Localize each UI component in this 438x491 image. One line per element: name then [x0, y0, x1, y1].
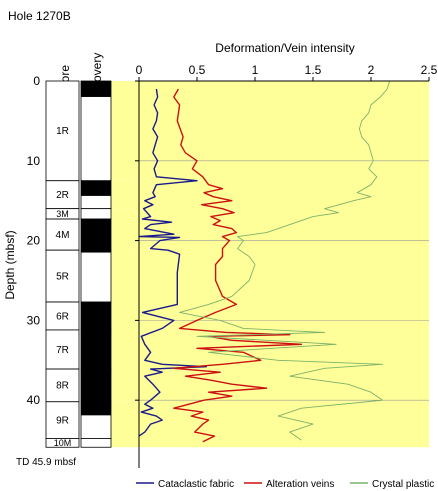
recovery-fill-8R [81, 369, 111, 402]
y-tick-label-20: 20 [27, 234, 41, 248]
core-connector-8R [111, 369, 139, 402]
core-label-4M: 4M [56, 230, 70, 241]
y-tick-label-40: 40 [27, 393, 41, 407]
total-depth-label: TD 45.9 mbsf [16, 457, 76, 468]
recovery-fill-1R [81, 81, 111, 97]
legend-alteration-veins-label: Alteration veins [266, 479, 334, 490]
y-tick-label-0: 0 [33, 74, 40, 88]
series-line-crystal-plastic [179, 80, 391, 441]
core-box-8R [45, 368, 80, 403]
recovery-box-3M [80, 208, 112, 220]
legend-cataclastic-fabric-label: Cataclastic fabric [158, 479, 234, 490]
core-connector-2R [111, 180, 139, 209]
y-axis-label: Depth (mbsf) [3, 230, 17, 299]
recovery-fill-6R [81, 302, 111, 330]
core-box-7R [45, 329, 80, 370]
recovery-fill-9R [81, 401, 111, 416]
x-tick-label-0: 0 [136, 63, 143, 77]
x-tick-label-1: 1 [252, 63, 259, 77]
core-label-6R: 6R [56, 311, 69, 322]
recovery-fill-5R [81, 250, 111, 253]
legend-crystal-plastic-label: Crystal plastic [372, 479, 434, 490]
core-connector-6R [111, 302, 139, 330]
x-tick-label-1.5: 1.5 [305, 63, 322, 77]
recovery-box-10M [80, 438, 112, 448]
recovery-box-1R [80, 80, 112, 182]
chart-title: Hole 1270B [8, 9, 71, 23]
core-label-2R: 2R [56, 190, 69, 201]
y-tick-label-10: 10 [27, 154, 41, 168]
core-box-5R [45, 249, 80, 303]
series-line-cataclastic-fabric [138, 88, 208, 437]
recovery-fill-7R [81, 329, 111, 370]
series-line-alteration-veins [173, 88, 303, 443]
core-label-10M: 10M [54, 438, 72, 448]
core-box-1R [45, 80, 80, 182]
core-connector-7R [111, 329, 139, 370]
core-connector-9R [111, 401, 139, 439]
recovery-fill-2R [81, 180, 111, 196]
recovery-fill-4M [81, 219, 111, 251]
y-tick-label-30: 30 [27, 313, 41, 327]
core-label-7R: 7R [56, 345, 69, 356]
x-axis-label: Deformation/Vein intensity [215, 41, 354, 55]
core-connector-3M [111, 208, 139, 220]
core-label-5R: 5R [56, 271, 69, 282]
core-label-3M: 3M [56, 209, 69, 219]
core-box-10M [45, 438, 80, 448]
core-connector-5R [111, 250, 139, 303]
x-tick-label-2: 2 [368, 63, 375, 77]
plot-background [139, 81, 429, 448]
x-tick-label-2.5: 2.5 [421, 63, 438, 77]
core-label-8R: 8R [56, 381, 69, 392]
core-connector-4M [111, 219, 139, 251]
core-label-9R: 9R [56, 415, 69, 426]
x-tick-label-0.5: 0.5 [189, 63, 206, 77]
core-connector-10M [111, 438, 139, 448]
core-label-1R: 1R [56, 126, 69, 137]
recovery-box-5R [80, 249, 112, 303]
core-connector-1R [111, 81, 139, 181]
